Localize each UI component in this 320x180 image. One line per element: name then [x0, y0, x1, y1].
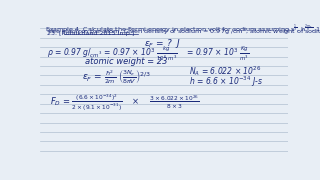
Text: free electron per atom. Given density of sodium = 0.97g /cm$^3$, atomic weight o: free electron per atom. Given density of…: [45, 27, 320, 37]
Text: $\varepsilon_F$ = $\frac{\hbar^2}{2m}$ $\left(\frac{3N_e}{8\pi V}\right)^{2/3}$: $\varepsilon_F$ = $\frac{\hbar^2}{2m}$ $…: [82, 69, 151, 86]
Text: $\varepsilon_F$ = ?  J: $\varepsilon_F$ = ? J: [144, 37, 181, 50]
Text: 23. [Rohilkhand 2015 Imp.]: 23. [Rohilkhand 2015 Imp.]: [45, 31, 134, 36]
Text: $h$ = 6.6 $\times$ 10$^{-34}$ J-s: $h$ = 6.6 $\times$ 10$^{-34}$ J-s: [189, 75, 263, 89]
Text: $N_A$ = 6.022 $\times$ 10$^{26}$: $N_A$ = 6.022 $\times$ 10$^{26}$: [189, 65, 261, 78]
Text: Example 4. Calculate the Fermi energy in electron volt for sodium assuming s$^{\: Example 4. Calculate the Fermi energy in…: [45, 22, 320, 36]
Text: atomic weight = 23: atomic weight = 23: [84, 57, 167, 66]
Text: $\rho$ = 0.97 $g/_{cm^3}$ = 0.97 $\times$ 10$^3$ $\frac{kg}{10^6\ m^3}$    = 0.9: $\rho$ = 0.97 $g/_{cm^3}$ = 0.97 $\times…: [47, 44, 250, 63]
Text: $F_D$ = $\frac{(6.6 \times 10^{-34})^2}{2 \times (9.1 \times 10^{-31})}$    $\ti: $F_D$ = $\frac{(6.6 \times 10^{-34})^2}{…: [50, 92, 199, 113]
